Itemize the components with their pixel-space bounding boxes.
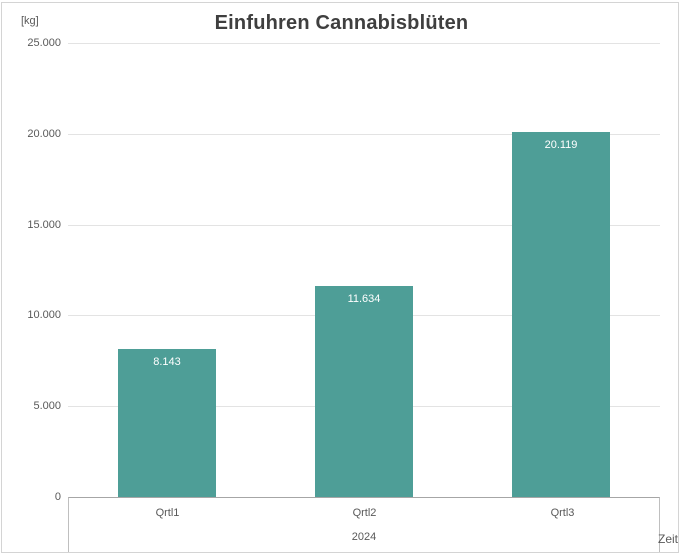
- y-tick-label: 0: [54, 491, 61, 503]
- y-tick-label: 5.000: [33, 400, 61, 412]
- y-tick-label: 15.000: [27, 219, 61, 231]
- x-tick-label-qrtl2: Qrtl2: [352, 507, 377, 519]
- y-tick-label: 10.000: [27, 309, 61, 321]
- x-tick-label-qrtl3: Qrtl3: [550, 507, 575, 519]
- bar-value-label: 20.119: [544, 139, 578, 151]
- bar-value-label: 8.143: [153, 356, 181, 368]
- gridline: [68, 134, 660, 135]
- bar-qrtl3[interactable]: 20.119: [512, 132, 610, 497]
- y-tick-label: 20.000: [27, 128, 61, 140]
- x-tick-label-qrtl1: Qrtl1: [155, 507, 180, 519]
- y-tick-label: 25.000: [27, 37, 61, 49]
- y-axis-unit-label: [kg]: [21, 15, 39, 27]
- bar-value-label: 11.634: [347, 293, 381, 305]
- gridline: [68, 43, 660, 44]
- bar-qrtl2[interactable]: 11.634: [315, 286, 413, 497]
- plot-area: 8.143 11.634 20.119: [68, 43, 660, 497]
- gridline: [68, 225, 660, 226]
- x-axis-group-label: 2024: [351, 531, 377, 543]
- time-axis-label: Zeit: [657, 532, 678, 546]
- chart-title: Einfuhren Cannabisblüten: [214, 12, 469, 34]
- category-axis-box: 2024 Qrtl1 Qrtl2 Qrtl3: [68, 497, 660, 552]
- bar-qrtl1[interactable]: 8.143: [118, 349, 216, 497]
